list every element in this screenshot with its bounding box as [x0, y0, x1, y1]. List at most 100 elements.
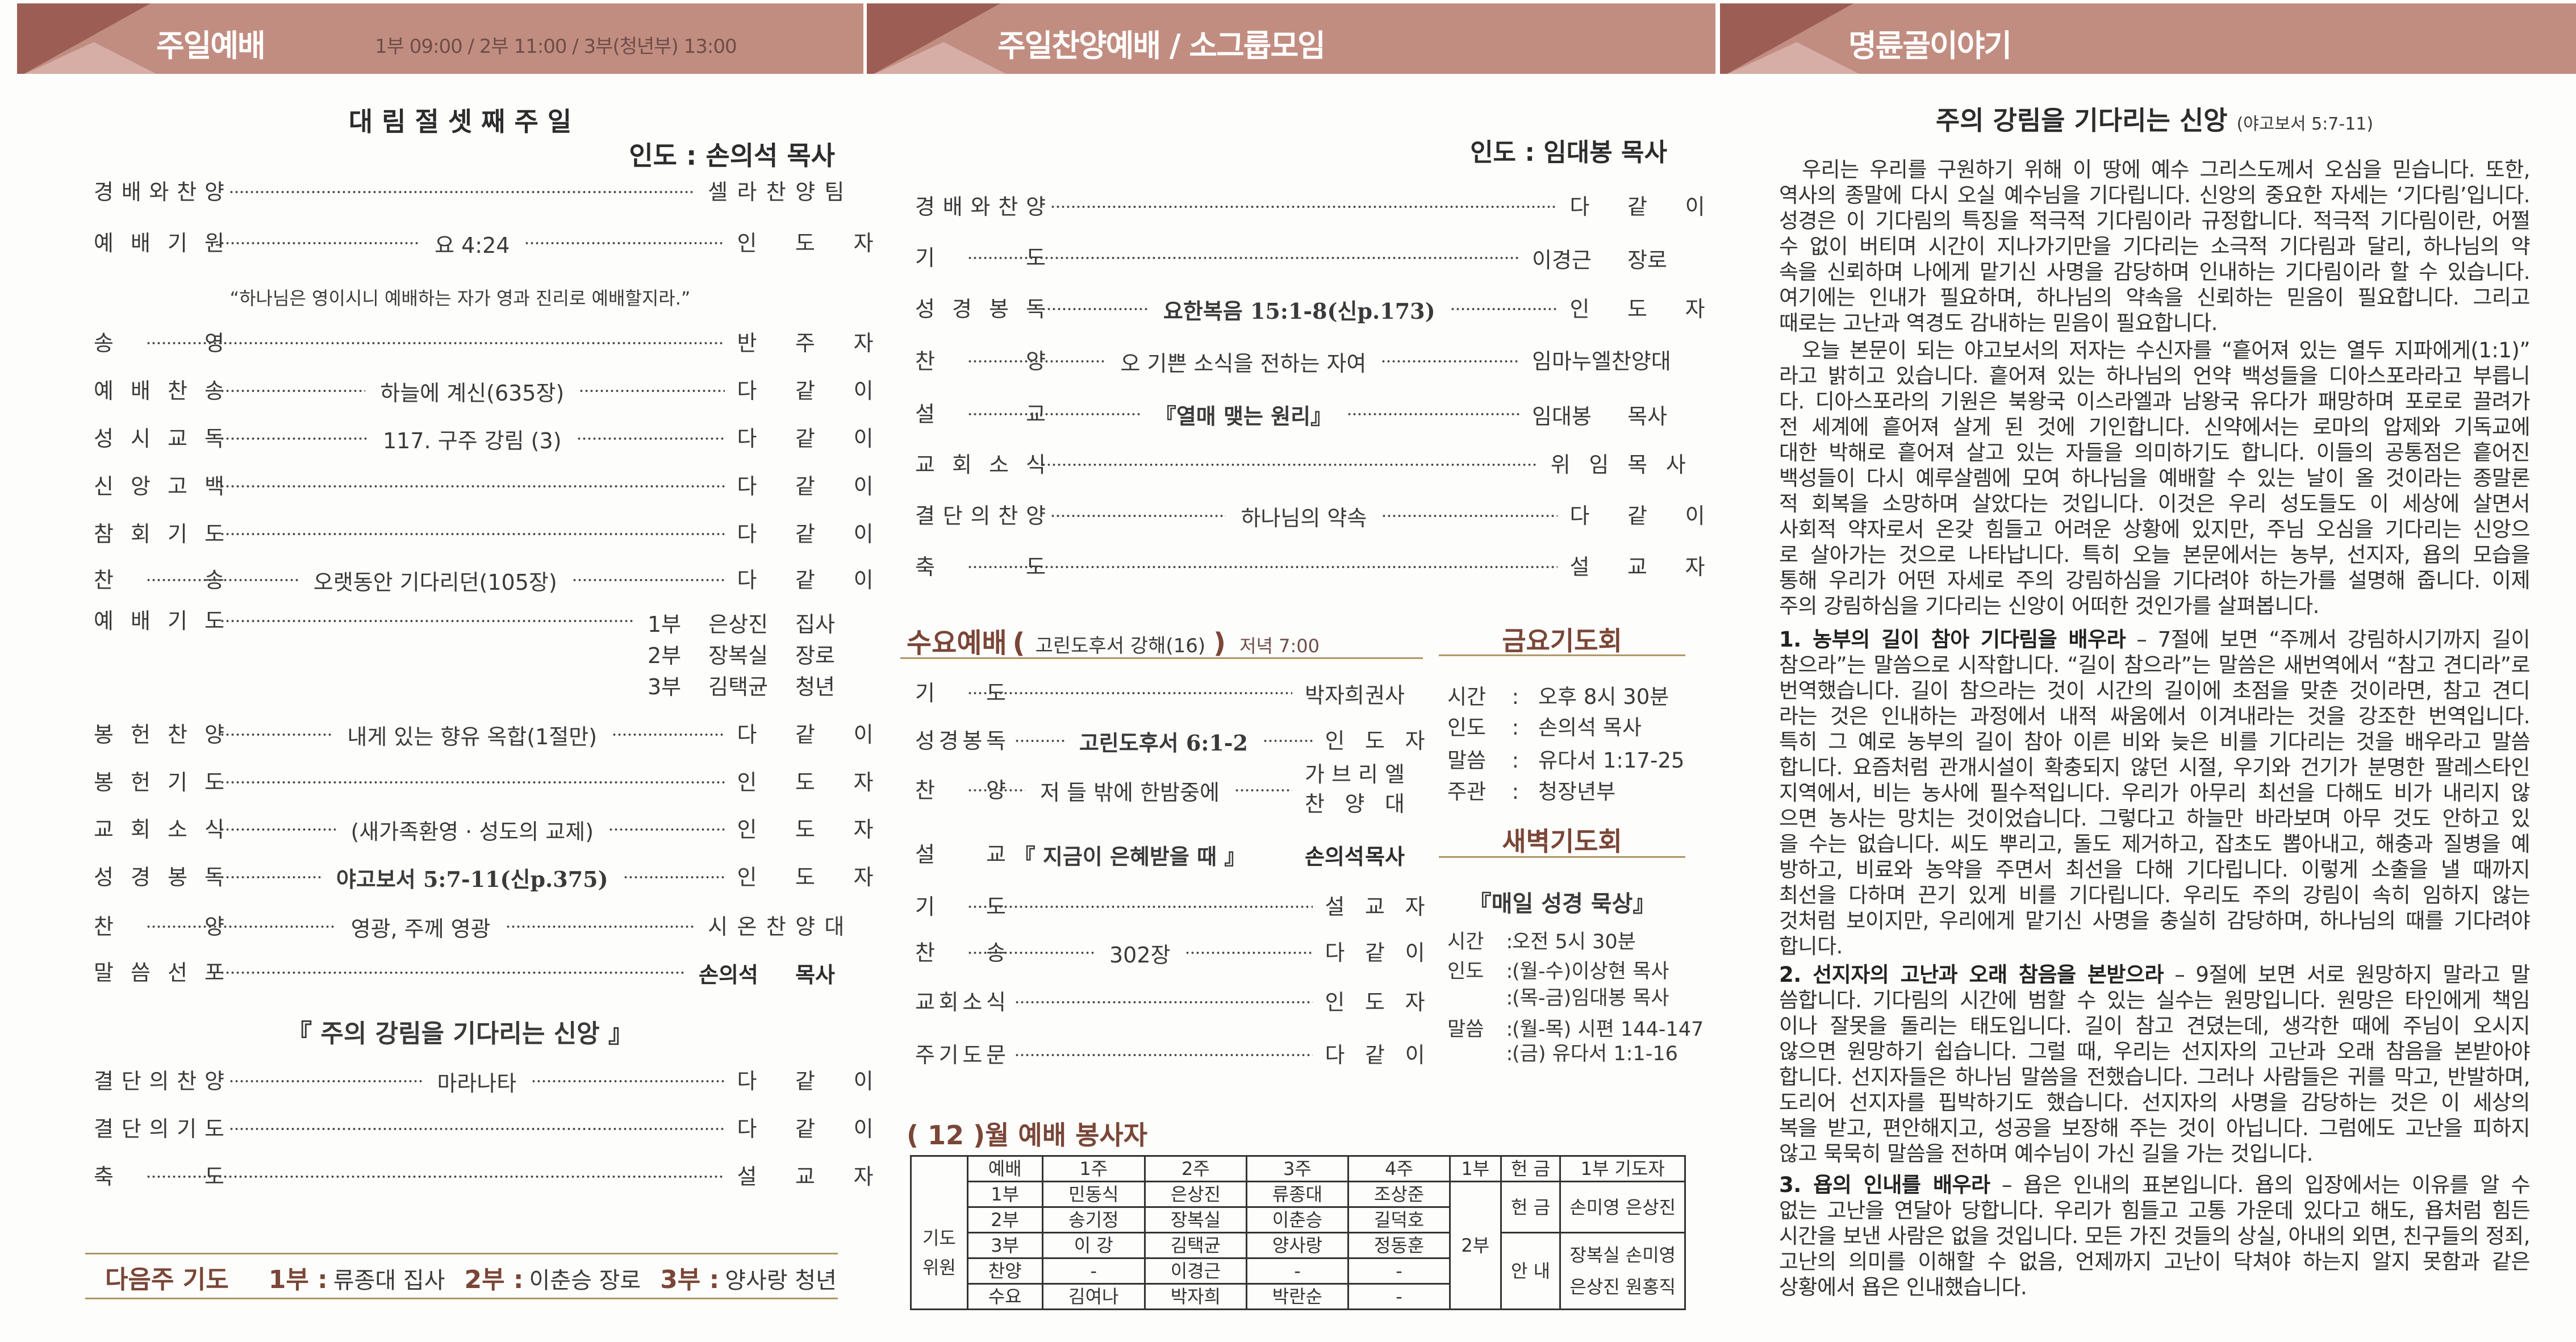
spread-word: 장로: [795, 643, 835, 668]
worship-leader: 인도 : 손의석 목사: [629, 140, 835, 171]
order-responsible: 다같이: [737, 568, 912, 593]
article-line: 백성들이 다시 예루살렘에 모여 하나님을 예배할 수 있는 날이 올 것이라는…: [1779, 466, 2531, 490]
order-row: 축도 설교자: [915, 553, 1705, 581]
dotted-leader: [145, 341, 725, 345]
order-row: 결단의찬양 마라나타 다같이: [94, 1066, 874, 1097]
order-fill: (새가족환영 · 성도의 교제): [219, 814, 725, 845]
article-section-heading: 3. 욥의 인내를 배우라: [1779, 1173, 1990, 1197]
order-fill: [1014, 1053, 1313, 1057]
order-label: 경배와찬양: [94, 180, 232, 205]
order-fill: 영광, 주께 영광: [145, 911, 696, 943]
spread-word: 목사: [1627, 403, 1667, 429]
roster-cell: 류종대: [1245, 1181, 1350, 1208]
dotted-leader: [967, 691, 1292, 695]
dotted-leader: [1234, 788, 1292, 793]
roster-cell: 송기정: [1041, 1206, 1146, 1233]
roster-cell: 3부: [966, 1232, 1043, 1259]
article-heading: 주의 강림을 기다리는 신앙 (야고보서 5:7-11): [1779, 100, 2530, 137]
info-key: 말씀: [1447, 748, 1487, 773]
service-title: 대 림 절 셋 째 주 일: [348, 106, 572, 137]
info-value: (금) 유다서 1:1-16: [1512, 1043, 1678, 1065]
order-responsible: 다같이: [737, 522, 912, 547]
order-label: 예배찬송: [94, 378, 242, 403]
dotted-leader: [145, 1174, 725, 1179]
dawn-line: 말씀 :(월-목) 시편 144-147: [1447, 1013, 1704, 1042]
article-line: 사회적 약자로서 온갖 힘들고 어려운 상황에 있지만, 주님 오심을 기다리는…: [1779, 517, 2531, 541]
article-line: 없는 고난을 연달아 당합니다. 우리가 힘들고 고통 가운데 있다고 해도, …: [1779, 1198, 2531, 1223]
wednesday-title: 수요예배: [907, 627, 1007, 659]
order-fill: [1041, 462, 1538, 467]
spread-word: 손의석: [699, 962, 758, 987]
order-item-title: 『 지금이 은혜받을 때 』: [1013, 843, 1246, 869]
dotted-leader: [967, 256, 1519, 260]
article-line: 우리는 우리를 구원하기 위해 이 땅에 예수 그리스도께서 오심을 믿습니다.…: [1802, 157, 2531, 182]
info-key: 인도: [1447, 715, 1487, 740]
spread-word: 권사: [1365, 682, 1405, 708]
info-key: 시간: [1447, 931, 1484, 953]
spread-word: 이경근: [1532, 247, 1592, 273]
order-row: 참회기도 다같이: [94, 520, 874, 548]
dotted-leader: [967, 951, 1095, 955]
article-line: 적 회복을 소망하며 살았다는 것입니다. 이것은 우리 성도들도 이 세상에 …: [1779, 491, 2531, 516]
colon-separator: :: [1504, 1043, 1513, 1065]
roster-header: 예배: [966, 1155, 1043, 1182]
order-responsible: 위임목사: [1550, 452, 1705, 477]
order-label: 교회소식: [915, 990, 1010, 1015]
order-responsible: 인도자: [1569, 297, 1743, 322]
order-row: 예배기도 1부 은상진 집사 2부 장복실 장로 3부 김택균 청년: [94, 607, 835, 699]
dotted-leader: [967, 359, 1106, 364]
dotted-leader: [145, 924, 336, 929]
dotted-leader: [967, 788, 1025, 793]
order-label: 교회소식: [915, 452, 1063, 477]
dotted-leader: [1014, 1053, 1313, 1057]
order-fill: 마라나타: [229, 1066, 725, 1097]
order-row: 봉헌기도 인도자: [94, 768, 874, 797]
order-responsible: 손의석 목사: [699, 957, 835, 989]
spread-word: 손의석: [1305, 844, 1364, 869]
info-value: (목-금)임대봉 목사: [1512, 987, 1669, 1010]
order-responsible: 인도자: [737, 865, 912, 890]
roster-cell: -: [1245, 1257, 1350, 1285]
article-line: 최선을 다하며 끈기 있게 비를 기다립니다. 우리도 주의 강림이 속히 임하…: [1779, 883, 2531, 907]
dotted-leader: [1050, 205, 1558, 209]
order-label: 성경봉독: [915, 297, 1063, 322]
order-item-title: 영광, 주께 영광: [350, 916, 491, 941]
info-key: 시간: [1447, 685, 1487, 709]
dotted-leader: [1185, 951, 1313, 955]
divider: [1439, 655, 1685, 656]
order-responsible: 다같이: [1569, 503, 1743, 528]
side-label-line: 위원: [922, 1256, 956, 1278]
order-item-title: 하나님의 약속: [1241, 505, 1367, 531]
order-item-title: 고린도후서 6:1-2: [1079, 730, 1248, 756]
friday-line: 인도 : 손의석 목사: [1447, 710, 1642, 741]
article-line: 방하고, 비료와 농약을 주면서 최선을 다해 기다립니다. 이렇게 소출을 낼…: [1779, 857, 2531, 882]
article-line: 지역에서, 비는 농사에 필수적입니다. 우리가 아무리 최선을 다해도 비가 …: [1779, 781, 2530, 805]
order-row: 교회소식 위임목사: [915, 451, 1686, 479]
next-week-prayer: 다음주 기도 1부 : 류종대 집사 2부 : 이춘승 장로 3부 : 양사랑 청년: [105, 1259, 856, 1295]
order-row: 성시교독 117. 구주 강림 (3) 다같이: [94, 424, 874, 453]
dotted-leader: [1014, 739, 1064, 743]
roster-row: 1부 민동식 은상진 류종대 조상준 2부 헌 금 손미영 은상진: [911, 1181, 1686, 1310]
roster-header-row: 기도 위원 예배 1주 2주 3주 4주 1부 헌 금 1부 기도자: [910, 1155, 1686, 1310]
info-key: 인도: [1447, 960, 1484, 983]
order-fill: [219, 484, 725, 489]
article-line: 다. 디아스포라의 기원은 북왕국 이스라엘과 남왕국 유다가 패망하며 포로로…: [1779, 389, 2531, 414]
roster-row: 3부 이 강 김택균 양사랑 정동훈 안 내 장복실 손미영 은상진 원홍직: [911, 1232, 1686, 1310]
order-fill: [219, 780, 725, 785]
order-fill: 내게 있는 향유 옥합(1절만): [219, 719, 725, 751]
order-fill: [967, 691, 1292, 695]
order-fill: 하나님의 약속: [1050, 501, 1558, 532]
roster-cell: 이춘승: [1245, 1206, 1350, 1233]
section-title: 주일예배: [156, 28, 266, 64]
dotted-leader: [967, 412, 1140, 416]
order-item-title: 야고보서 5:7-11(신p.375): [336, 866, 608, 892]
order-item-title: 117. 구주 강림 (3): [383, 428, 562, 453]
order-fill: [219, 532, 725, 536]
dotted-leader: [571, 578, 725, 582]
order-row: 예배찬송 하늘에 계신(635장) 다같이: [94, 377, 874, 406]
offering-label: 헌 금: [1500, 1181, 1562, 1233]
article-line: 3. 욥의 인내를 배우라 – 욥은 인내의 표본입니다. 욥의 입장에서는 이…: [1779, 1172, 2531, 1198]
info-value: 청장년부: [1538, 780, 1616, 804]
order-item-title: 요한복음 15:1-8(신p.173): [1163, 298, 1435, 324]
order-row: 찬양 오 기쁜 소식을 전하는 자여 임마누엘찬양대: [915, 347, 1671, 376]
